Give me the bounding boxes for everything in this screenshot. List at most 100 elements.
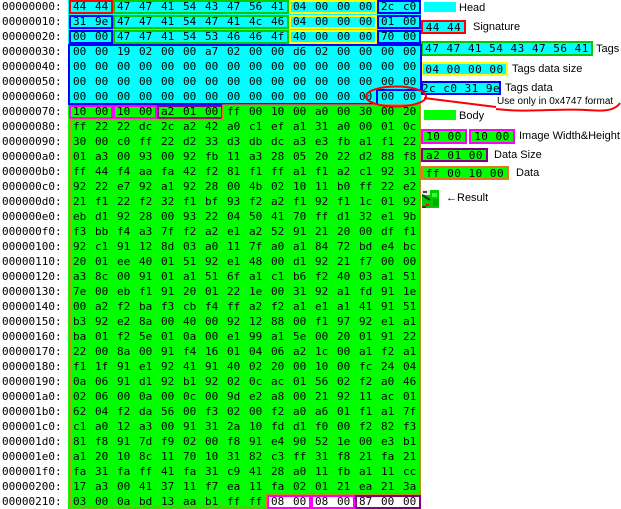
image-width-bytes: 10 00: [426, 130, 462, 143]
hex-byte: 7f: [249, 240, 263, 253]
hex-byte: 5e: [139, 330, 153, 343]
hex-byte: 90: [293, 435, 307, 448]
hex-byte: 13: [161, 495, 175, 508]
hex-byte: 70: [293, 210, 307, 223]
hex-byte: bc: [403, 240, 417, 253]
hex-offset: 000000e0:: [2, 210, 62, 223]
hex-byte: 00: [249, 105, 263, 118]
hex-row: 00 00 47 47 41 54 53 46 46 4f 40 00 00 00 70 00: [69, 30, 421, 45]
hex-byte: 21: [337, 480, 351, 493]
hex-byte: 02: [183, 435, 197, 448]
hex-byte: 11: [227, 240, 241, 253]
hex-byte: 43: [205, 0, 219, 13]
hex-byte: f1: [315, 165, 329, 178]
hex-byte: 31: [227, 450, 241, 463]
hex-byte: 30: [359, 105, 373, 118]
hex-byte: f4: [205, 300, 219, 313]
image-width-legend-box: 10 00: [421, 129, 467, 144]
hex-byte: 10: [293, 180, 307, 193]
hex-byte: f8: [337, 450, 351, 463]
hex-byte: 1f: [95, 360, 109, 373]
result-label: Result: [457, 192, 489, 204]
hex-row: 00 00 00 00 00 00 00 00 00 00 00 00 00 00 00 00: [69, 90, 421, 105]
hex-byte: ba: [73, 330, 87, 343]
hex-byte: e2: [249, 390, 263, 403]
hex-byte: a1: [359, 465, 373, 478]
hex-byte: 91: [117, 240, 131, 253]
hex-byte: c0: [117, 135, 131, 148]
hex-byte: 00: [359, 60, 373, 73]
hex-byte: 22: [403, 135, 417, 148]
hex-row: 21 f1 22 f2 32 f1 bf 93 f2 a2 f1 92 f1 1c 01 92: [69, 195, 421, 210]
hex-byte: 11: [183, 480, 197, 493]
signature-bytes: 44 44: [425, 20, 462, 34]
hex-byte: 00: [381, 255, 395, 268]
hex-byte: 41: [161, 30, 175, 43]
hex-byte: 44: [73, 0, 87, 13]
hex-byte: a1: [293, 165, 307, 178]
hex-byte: 16: [205, 345, 219, 358]
hex-byte: 04: [293, 0, 307, 13]
hex-byte: 02: [271, 180, 285, 193]
hex-byte: a2: [271, 195, 285, 208]
hex-byte: 9b: [403, 210, 417, 223]
hex-byte: 00: [403, 15, 417, 28]
hex-byte: 2c: [161, 120, 175, 133]
hex-byte: 40: [293, 30, 307, 43]
hex-byte: 91: [249, 435, 263, 448]
hex-byte: fa: [183, 465, 197, 478]
hex-byte: 40: [337, 270, 351, 283]
hex-byte: 47: [117, 0, 131, 13]
hex-offset: 00000100:: [2, 240, 62, 253]
hex-offset: 00000020:: [2, 30, 62, 43]
hex-row: f3 bb f4 a3 7f f2 a2 e1 a2 52 91 21 20 00 df f1: [69, 225, 421, 240]
hex-byte: 10: [117, 105, 131, 118]
hex-byte: fa: [271, 480, 285, 493]
hex-byte: fa: [73, 465, 87, 478]
hex-byte: 00: [293, 90, 307, 103]
hex-byte: 01: [161, 270, 175, 283]
hex-byte: 28: [271, 150, 285, 163]
hex-byte: f3: [161, 300, 175, 313]
hex-byte: 00: [293, 75, 307, 88]
hex-offset: 00000190:: [2, 375, 62, 388]
hex-byte: a3: [249, 150, 263, 163]
hex-byte: 92: [95, 315, 109, 328]
hex-offset: 00000160:: [2, 330, 62, 343]
hex-byte: a3: [95, 150, 109, 163]
hex-byte: a0: [271, 240, 285, 253]
hex-byte: 00: [183, 45, 197, 58]
hex-byte: 47: [227, 0, 241, 13]
hex-byte: 93: [227, 195, 241, 208]
hex-offset: 00000040:: [2, 60, 62, 73]
hex-byte: e1: [315, 300, 329, 313]
hex-byte: 91: [205, 360, 219, 373]
hex-byte: 01: [73, 150, 87, 163]
hex-byte: aa: [139, 165, 153, 178]
hex-byte: 00: [249, 405, 263, 418]
hex-offset: 000001f0:: [2, 465, 62, 478]
head-color-swatch: [424, 2, 456, 12]
hex-byte: 92: [381, 165, 395, 178]
byte-field-box-red: [69, 0, 113, 14]
hex-byte: 99: [249, 330, 263, 343]
hex-byte: c3: [271, 450, 285, 463]
hex-byte: 00: [161, 45, 175, 58]
hex-byte: 01: [381, 120, 395, 133]
hex-byte: 92: [227, 315, 241, 328]
hex-byte: 00: [183, 60, 197, 73]
hex-byte: a1: [293, 300, 307, 313]
byte-field-box-tdata: [377, 30, 421, 44]
hex-byte: e3: [381, 435, 395, 448]
hex-row: 31 9e 47 47 41 54 47 41 4c 46 04 00 00 00 01 00: [69, 15, 421, 30]
hex-byte: 00: [161, 90, 175, 103]
hex-row: 0a 06 91 d1 92 b1 92 02 0c ac 01 56 02 f2 a0 46: [69, 375, 421, 390]
hex-byte: 00: [117, 270, 131, 283]
byte-field-box-size: [289, 0, 377, 14]
hex-byte: 11: [249, 480, 263, 493]
hex-byte: 0a: [117, 495, 131, 508]
hex-byte: 46: [403, 375, 417, 388]
hex-byte: e4: [381, 240, 395, 253]
hex-row: 62 04 f2 da 56 00 f3 02 00 f2 a0 a6 01 f1 a1 7f: [69, 405, 421, 420]
hex-byte: 30: [73, 135, 87, 148]
